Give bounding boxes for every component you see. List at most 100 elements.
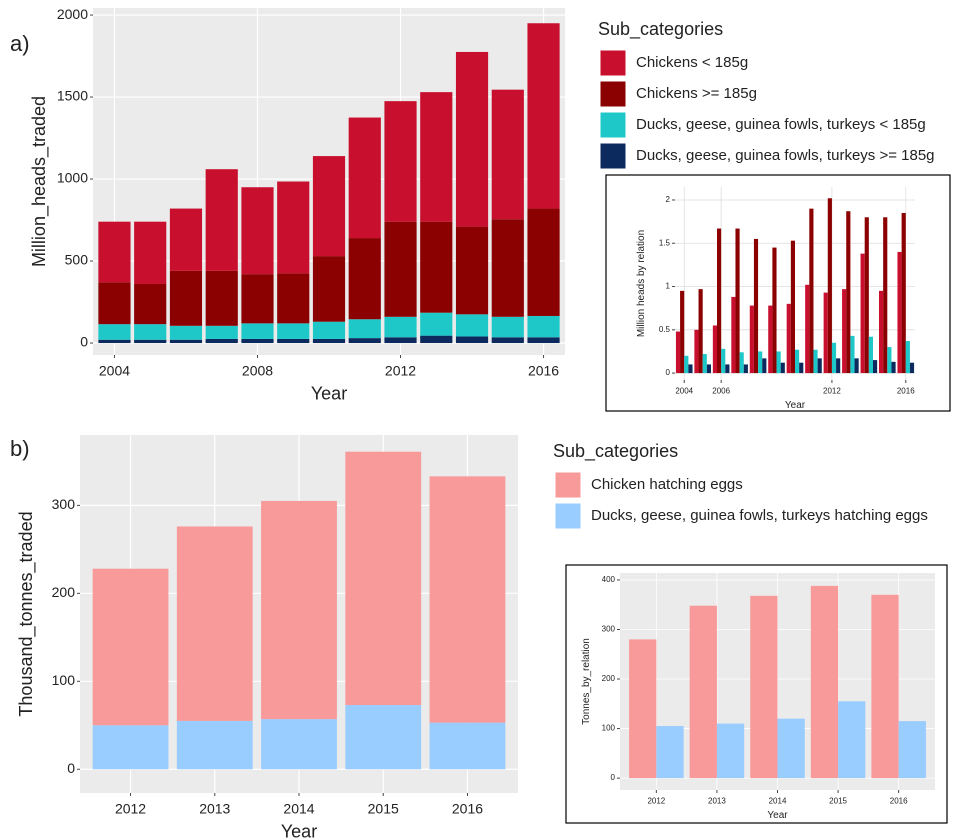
bar [864,217,869,374]
bar-segment [455,226,489,315]
y-axis-title: Tonnes_by_relation [581,638,592,725]
bar-segment [527,208,560,316]
bar-segment [455,336,489,344]
y-tick-label: 100 [602,724,616,733]
bar [656,726,684,779]
bar-segment [241,187,274,275]
panel-label: a) [10,31,30,56]
bar [883,217,888,374]
bar [901,212,906,374]
x-tick-label: 2013 [199,800,230,816]
bar [777,718,805,779]
legend-key [554,471,582,499]
bar [810,585,839,779]
y-tick-label: 0.5 [659,325,671,334]
bar-segment [92,568,169,726]
bar [897,251,902,374]
bar-segment [345,705,422,770]
bar-segment [348,319,381,339]
bar [809,208,814,374]
bar [743,364,748,374]
bar-segment [384,221,417,317]
bar [780,362,785,374]
bar [758,351,763,374]
y-axis-title: Thousand_tonnes_traded [16,511,37,716]
bar-segment [277,338,310,344]
bar-segment [455,51,489,227]
bar [776,351,781,374]
bar-segment [134,221,167,284]
y-axis-title: Million heads by relation [636,230,647,337]
legend-key [599,49,627,77]
bar-segment [205,270,238,326]
legend-key [599,111,627,139]
bar [684,355,689,374]
bar [716,723,745,779]
bar [725,364,730,374]
legend-key [554,502,582,530]
y-tick-label: 0 [666,368,671,377]
x-tick-label: 2016 [452,800,483,816]
y-tick-label: 1500 [57,88,88,104]
y-tick-label: 300 [602,625,616,634]
bar-segment [261,719,337,770]
y-tick-label: 1.5 [659,238,671,247]
bar [850,335,855,374]
bar-segment [205,169,238,271]
legend-title: Sub_categories [598,19,723,40]
bar [838,701,866,779]
bar [795,349,800,374]
bar-segment [98,324,131,340]
bar [860,253,865,374]
bar-segment [491,219,524,317]
bar-segment [384,316,417,338]
bar-segment [491,89,524,220]
bar-segment [169,270,203,326]
x-tick-label: 2013 [708,796,726,805]
bar-segment [134,339,167,344]
y-tick-label: 300 [52,496,76,512]
bar [753,238,759,374]
bar [817,358,822,374]
legend-label: Chickens >= 185g [636,85,757,102]
bar-segment [134,283,167,325]
legend-key [599,80,627,108]
y-tick-label: 200 [602,674,616,683]
bar [689,605,717,779]
bar [731,296,736,374]
y-axis-title: Million_heads_traded [29,96,50,267]
bar-segment [429,722,506,770]
y-tick-label: 0 [611,773,616,782]
bar [827,198,832,374]
bar [790,240,795,374]
bar [675,331,681,374]
x-tick-label: 2004 [99,362,130,378]
bar-segment [261,500,337,720]
bar-segment [98,221,131,283]
bar-segment [384,101,417,222]
bar [879,290,884,374]
bar [854,358,859,374]
y-tick-label: 200 [52,584,76,600]
legend-title: Sub_categories [553,441,678,462]
bar-segment [169,339,203,344]
x-tick-label: 2012 [385,362,416,378]
x-tick-label: 2015 [829,796,847,805]
bar-segment [134,324,167,340]
bar [694,329,699,374]
bar [629,639,657,779]
bar-segment [312,321,346,339]
x-axis-title: Year [281,821,317,838]
bar [768,305,773,374]
bar [905,341,910,374]
bar-segment [420,312,453,336]
bar-segment [384,337,417,344]
bar-segment [241,274,274,324]
bar-segment [176,526,253,721]
x-axis-title: Year [767,810,788,821]
y-tick-label: 400 [602,575,616,584]
legend-label: Chickens < 185g [636,54,748,71]
bar [688,364,693,374]
x-tick-label: 2015 [368,800,399,816]
